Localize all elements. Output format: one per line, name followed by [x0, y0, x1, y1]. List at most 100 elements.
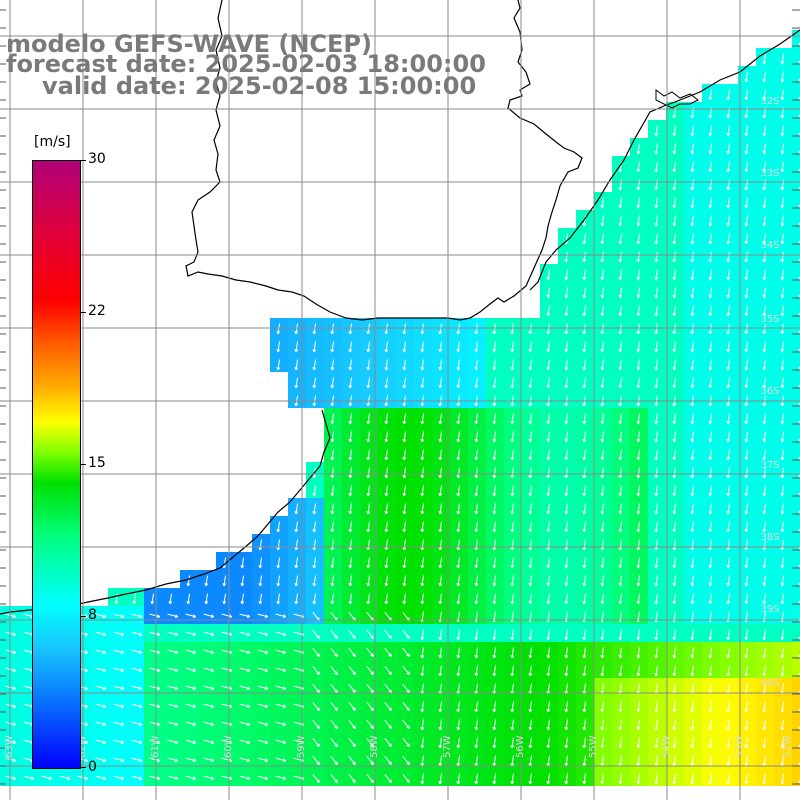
wind-arrow-head: [367, 403, 371, 407]
wind-arrow: [421, 773, 425, 784]
wind-arrow: [655, 269, 659, 280]
wind-arrow-head: [637, 781, 641, 785]
wind-arrow-head: [85, 758, 89, 762]
wind-arrow: [709, 629, 713, 640]
wind-arrow: [637, 197, 641, 208]
wind-arrow: [493, 377, 497, 388]
wind-arrow: [349, 377, 353, 388]
wind-arrow-head: [781, 529, 785, 533]
wind-arrow: [475, 737, 479, 748]
wind-arrow-head: [493, 637, 497, 641]
wind-arrow-head: [583, 349, 587, 353]
wind-arrow: [655, 143, 659, 154]
wind-arrow-head: [619, 331, 623, 335]
wind-arrow-head: [313, 601, 317, 605]
wind-arrow-head: [601, 511, 605, 515]
wind-arrow: [493, 323, 497, 334]
wind-arrow: [385, 485, 389, 496]
wind-arrow: [583, 413, 587, 424]
wind-arrow: [745, 287, 749, 298]
wind-arrow-head: [511, 367, 515, 371]
wind-arrow: [565, 701, 569, 712]
wind-arrow-head: [349, 349, 353, 353]
wind-arrow: [203, 757, 214, 762]
wind-arrow-head: [691, 115, 695, 119]
wind-arrow: [185, 703, 196, 708]
wind-arrow: [457, 701, 461, 712]
wind-arrow-head: [139, 668, 143, 672]
wind-arrow: [691, 215, 695, 226]
wind-arrow-head: [511, 565, 515, 569]
wind-arrow: [439, 503, 443, 514]
wind-arrow-head: [157, 614, 161, 618]
wind-cell: [792, 84, 800, 102]
wind-arrow-head: [763, 385, 767, 389]
wind-arrow-head: [745, 169, 749, 173]
wind-arrow-head: [565, 331, 569, 335]
wind-arrow-head: [637, 673, 641, 677]
wind-arrow: [547, 773, 551, 784]
wind-arrow: [95, 685, 106, 690]
wind-arrow-head: [763, 547, 767, 551]
wind-arrow: [149, 703, 160, 708]
wind-arrow-head: [763, 61, 767, 65]
wind-arrow: [511, 575, 515, 586]
wind-arrow-head: [763, 97, 767, 101]
wind-arrow: [167, 685, 178, 690]
wind-cell: [792, 390, 800, 408]
wind-arrow: [673, 755, 677, 766]
wind-arrow: [439, 431, 443, 442]
wind-arrow-head: [763, 727, 767, 731]
wind-arrow: [565, 323, 569, 334]
wind-arrow: [149, 739, 160, 744]
wind-arrow-head: [175, 704, 179, 708]
wind-arrow-head: [547, 313, 551, 317]
wind-arrow-head: [421, 709, 425, 713]
wind-arrow: [691, 197, 695, 208]
wind-arrow: [223, 575, 227, 586]
wind-arrow: [727, 305, 731, 316]
wind-arrow: [295, 503, 299, 514]
wind-arrow-head: [601, 583, 605, 587]
wind-arrow-head: [763, 439, 767, 443]
wind-arrow-head: [745, 709, 749, 713]
wind-arrow-head: [390, 743, 392, 747]
wind-arrow: [781, 413, 785, 424]
wind-arrow: [709, 233, 713, 244]
wind-arrow-head: [385, 421, 389, 425]
wind-arrow-head: [727, 259, 731, 263]
wind-arrow: [241, 593, 245, 604]
wind-arrow: [169, 593, 173, 604]
wind-arrow: [275, 667, 286, 672]
wind-arrow: [221, 613, 232, 618]
wind-arrow: [781, 629, 785, 640]
wind-arrow-head: [121, 668, 125, 672]
wind-arrow-head: [727, 331, 731, 335]
wind-arrow: [185, 721, 196, 726]
wind-arrow-head: [691, 403, 695, 407]
wind-arrow-head: [763, 259, 767, 263]
wind-arrow: [727, 89, 731, 100]
wind-arrow: [275, 721, 286, 726]
wind-arrow: [475, 647, 479, 658]
wind-arrow-head: [691, 565, 695, 569]
wind-arrow-head: [121, 722, 125, 726]
wind-arrow-head: [745, 529, 749, 533]
wind-arrow: [781, 575, 785, 586]
wind-arrow: [619, 251, 623, 262]
wind-arrow: [781, 89, 785, 100]
wind-cell: [792, 588, 800, 606]
colorbar-label-max: 30: [88, 151, 106, 167]
wind-arrow: [709, 305, 713, 316]
wind-arrow: [511, 719, 515, 730]
wind-arrow-head: [259, 583, 263, 587]
wind-arrow: [727, 215, 731, 226]
wind-arrow: [277, 521, 281, 532]
wind-arrow: [619, 755, 623, 766]
wind-arrow-head: [601, 385, 605, 389]
wind-arrow-head: [223, 583, 227, 587]
wind-arrow: [637, 773, 641, 784]
wind-cell: [792, 372, 800, 390]
wind-arrow: [673, 701, 677, 712]
wind-arrow: [691, 305, 695, 316]
